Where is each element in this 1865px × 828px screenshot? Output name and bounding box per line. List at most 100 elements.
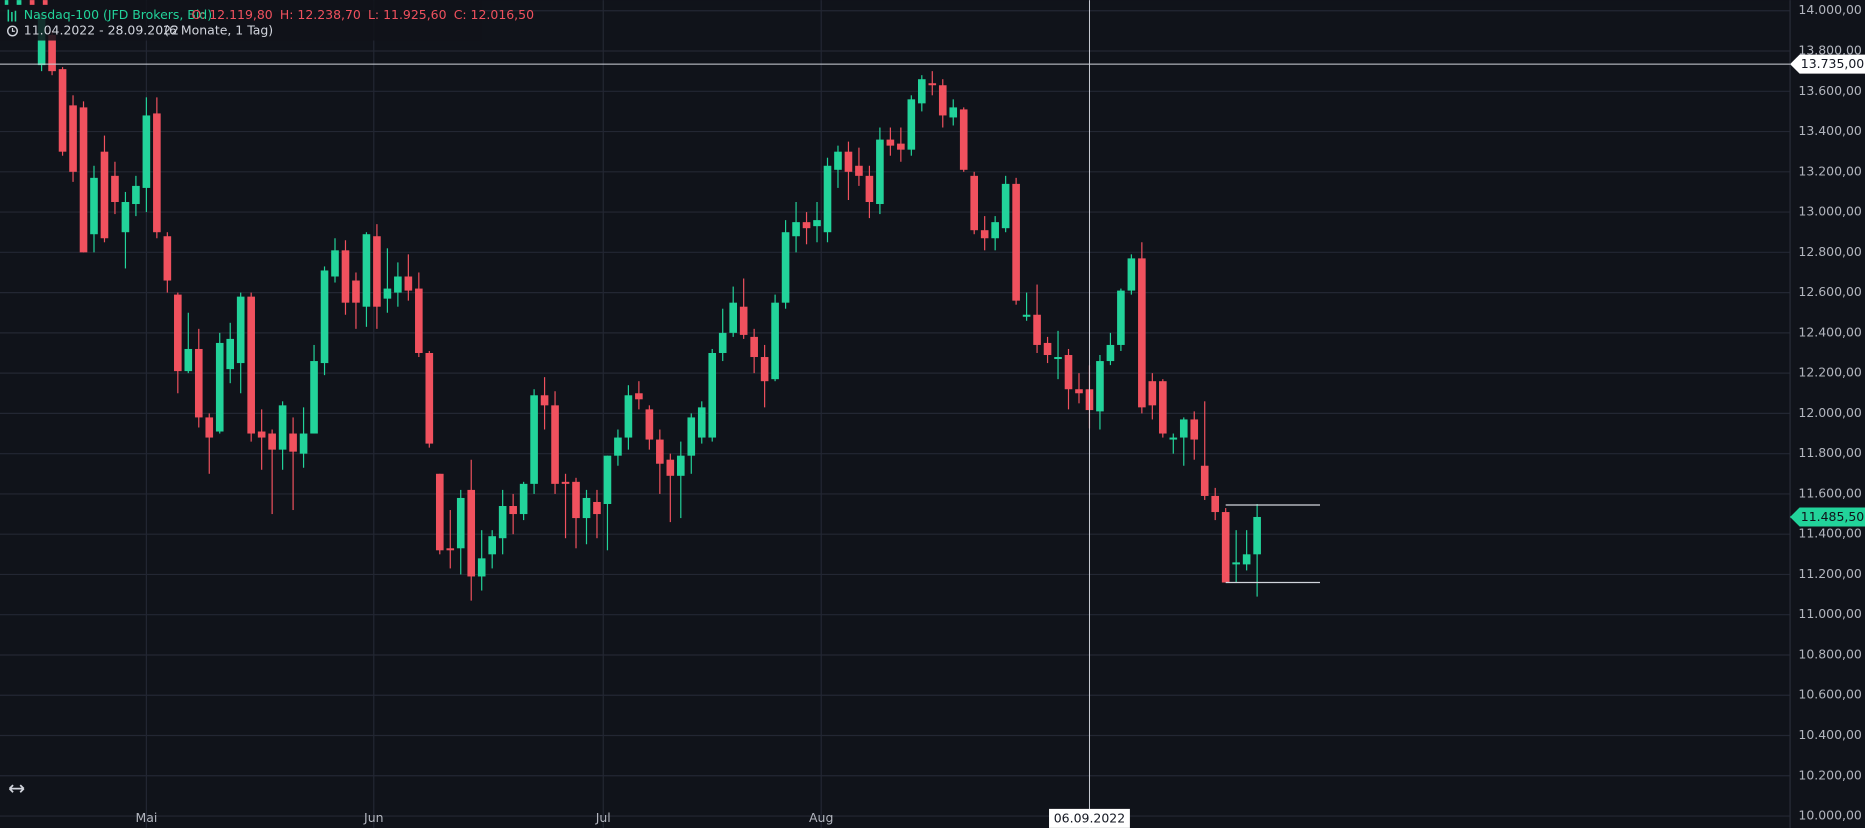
candle-body bbox=[519, 483, 528, 515]
y-tick-label: 13.000,00 bbox=[1798, 204, 1862, 219]
candle-body bbox=[488, 536, 496, 555]
candle-body bbox=[593, 501, 601, 515]
candle-body bbox=[1200, 465, 1209, 496]
candle-body bbox=[760, 357, 769, 382]
candle-body bbox=[467, 489, 476, 577]
candle-body bbox=[289, 433, 297, 452]
candle-body bbox=[509, 506, 517, 515]
candle-body bbox=[1127, 258, 1136, 291]
candle-body bbox=[1096, 361, 1104, 412]
candle-body bbox=[582, 497, 591, 519]
candle-body bbox=[614, 437, 622, 456]
candle-body bbox=[90, 177, 98, 235]
candle-body bbox=[163, 236, 172, 281]
y-tick-label: 12.400,00 bbox=[1798, 324, 1862, 339]
candle-body bbox=[1138, 258, 1146, 408]
candle-body bbox=[132, 185, 140, 205]
candle-body bbox=[781, 232, 790, 303]
ohlc-label: C: 12.016,50 bbox=[454, 7, 534, 22]
candle-body bbox=[425, 352, 434, 444]
candle-body bbox=[656, 439, 664, 464]
candle-body bbox=[477, 558, 486, 577]
y-tick-label: 10.600,00 bbox=[1798, 687, 1862, 702]
candle-body bbox=[373, 236, 381, 307]
icon bbox=[42, 0, 48, 5]
candle-body bbox=[498, 506, 507, 539]
candle-body bbox=[676, 455, 685, 476]
candle-body bbox=[907, 99, 916, 150]
y-tick-label: 12.200,00 bbox=[1798, 365, 1862, 380]
y-tick-label: 13.800,00 bbox=[1798, 43, 1862, 58]
y-tick-label: 11.600,00 bbox=[1798, 485, 1862, 500]
y-tick-label: 11.200,00 bbox=[1798, 566, 1862, 581]
candle-body bbox=[897, 143, 905, 150]
candle-body bbox=[959, 109, 968, 170]
ohlc-label: H: 12.238,70 bbox=[280, 7, 361, 22]
candle-body bbox=[320, 270, 329, 364]
period: 11.04.2022 - 28.09.2022 bbox=[24, 23, 179, 38]
candle-body bbox=[1001, 183, 1010, 229]
candle-body bbox=[603, 455, 612, 504]
candle-body bbox=[299, 433, 308, 454]
candle-body bbox=[257, 431, 266, 438]
candle-body bbox=[645, 409, 654, 440]
candle-body bbox=[174, 294, 182, 372]
candle-body bbox=[394, 276, 402, 293]
candle-body bbox=[540, 395, 549, 406]
candle-body bbox=[69, 105, 77, 172]
candle-body bbox=[572, 481, 580, 519]
y-tick-label: 11.800,00 bbox=[1798, 445, 1862, 460]
candle-body bbox=[697, 407, 706, 438]
x-tick-label: Jun bbox=[363, 810, 383, 825]
y-tick-label: 12.800,00 bbox=[1798, 244, 1862, 259]
candle-body bbox=[708, 352, 717, 438]
candles bbox=[37, 12, 1261, 601]
y-tick-label: 10.000,00 bbox=[1798, 808, 1862, 823]
candle-body bbox=[1179, 419, 1188, 438]
icon bbox=[16, 0, 22, 5]
candle-body bbox=[79, 107, 88, 253]
crosshair-x-label: 06.09.2022 bbox=[1054, 810, 1125, 825]
candle-body bbox=[687, 417, 696, 456]
candle-body bbox=[446, 548, 455, 551]
candle-body bbox=[624, 395, 633, 438]
instrument-title: Nasdaq-100 (JFD Brokers, Bid) bbox=[24, 7, 212, 22]
y-tick-label: 10.400,00 bbox=[1798, 727, 1862, 742]
candle-body bbox=[100, 151, 109, 239]
candle-body bbox=[247, 296, 255, 434]
candle-body bbox=[236, 296, 245, 364]
candle-body bbox=[1148, 381, 1157, 406]
crosshair-y-label-box bbox=[1790, 54, 1865, 74]
y-tick-label: 10.200,00 bbox=[1798, 767, 1862, 782]
candle-body bbox=[739, 306, 748, 335]
icon bbox=[29, 0, 35, 5]
candle-body bbox=[278, 405, 287, 450]
candle-body bbox=[949, 107, 958, 118]
candle-body bbox=[435, 473, 444, 551]
candle-body bbox=[1159, 381, 1167, 434]
y-tick-label: 14.000,00 bbox=[1798, 2, 1862, 17]
ohlc-readout: O: 12.119,80 H: 12.238,70 L: 11.925,60 C: 1… bbox=[191, 7, 534, 22]
candle-body bbox=[886, 139, 895, 146]
candle-body bbox=[876, 139, 884, 205]
candle-body bbox=[1033, 314, 1041, 345]
candle-body bbox=[58, 69, 67, 152]
x-tick-label: Aug bbox=[809, 810, 833, 825]
candle-body bbox=[1232, 562, 1240, 565]
candle-body bbox=[415, 288, 423, 353]
symbol-icon bbox=[7, 9, 17, 22]
candle-body bbox=[1043, 342, 1052, 356]
scroll-icon[interactable] bbox=[8, 784, 25, 793]
candle-body bbox=[184, 348, 193, 372]
candle-body bbox=[1117, 290, 1125, 345]
y-tick-label: 11.400,00 bbox=[1798, 526, 1862, 541]
y-tick-label: 12.600,00 bbox=[1798, 284, 1862, 299]
candle-body bbox=[268, 433, 276, 450]
candle-body bbox=[1190, 419, 1199, 440]
candle-body bbox=[928, 83, 937, 86]
clock-hand bbox=[11, 28, 15, 32]
candle-body bbox=[48, 34, 56, 72]
y-tick-label: 12.000,00 bbox=[1798, 405, 1862, 420]
